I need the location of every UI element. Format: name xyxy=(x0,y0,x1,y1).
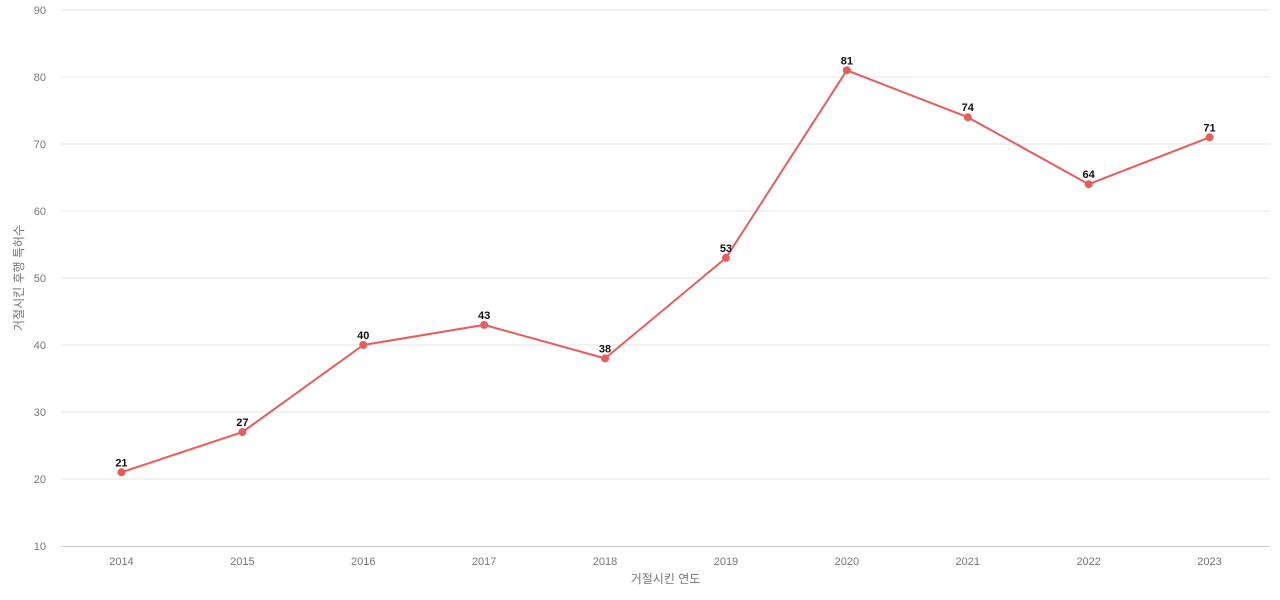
data-point xyxy=(238,428,247,437)
x-tick-label: 2015 xyxy=(230,556,254,568)
y-tick-label: 60 xyxy=(34,206,46,218)
series-line xyxy=(121,69,1210,474)
x-tick-label: 2022 xyxy=(1076,556,1100,568)
y-tick-label: 40 xyxy=(34,340,46,352)
y-tick-label: 80 xyxy=(34,72,46,84)
data-label: 53 xyxy=(720,243,732,255)
data-label: 27 xyxy=(236,417,248,429)
y-axis-title: 거절시킨 후행 특허수 xyxy=(11,225,26,331)
data-point xyxy=(1084,180,1093,189)
label-layer: 21 27 40 43 38 53 81 74 64 71 xyxy=(115,55,1215,469)
x-tick-label: 2016 xyxy=(351,556,375,568)
x-tick-label: 2023 xyxy=(1197,556,1221,568)
data-label: 21 xyxy=(115,457,127,469)
x-tick-label: 2019 xyxy=(714,556,738,568)
axis-layer: 10 20 30 40 50 60 70 80 90 2014 2015 2016 2017 2018 20… xyxy=(34,5,1270,568)
y-tick-label: 10 xyxy=(34,541,46,553)
data-label: 81 xyxy=(841,55,853,67)
y-tick-label: 70 xyxy=(34,139,46,151)
y-tick-label: 50 xyxy=(34,273,46,285)
data-label: 40 xyxy=(357,330,369,342)
data-point xyxy=(963,113,972,122)
x-tick-label: 2018 xyxy=(593,556,617,568)
x-tick-label: 2020 xyxy=(835,556,859,568)
data-label: 38 xyxy=(599,343,611,355)
series-layer xyxy=(117,66,1214,477)
data-point xyxy=(1205,133,1214,142)
data-label: 74 xyxy=(962,102,975,114)
x-tick-label: 2017 xyxy=(472,556,496,568)
data-point xyxy=(721,253,730,262)
grid-layer xyxy=(61,9,1270,480)
x-axis-title: 거절시킨 연도 xyxy=(631,572,701,586)
x-tick-label: 2021 xyxy=(956,556,980,568)
data-point xyxy=(117,468,126,477)
data-point xyxy=(480,320,489,329)
data-label: 64 xyxy=(1083,169,1096,181)
data-point xyxy=(601,354,610,363)
data-label: 71 xyxy=(1203,122,1215,134)
data-point xyxy=(842,66,851,75)
data-label: 43 xyxy=(478,310,490,322)
y-tick-label: 20 xyxy=(34,474,46,486)
y-tick-label: 30 xyxy=(34,407,46,419)
data-point xyxy=(359,341,368,349)
x-tick-label: 2014 xyxy=(109,556,133,568)
y-tick-label: 90 xyxy=(34,5,46,17)
